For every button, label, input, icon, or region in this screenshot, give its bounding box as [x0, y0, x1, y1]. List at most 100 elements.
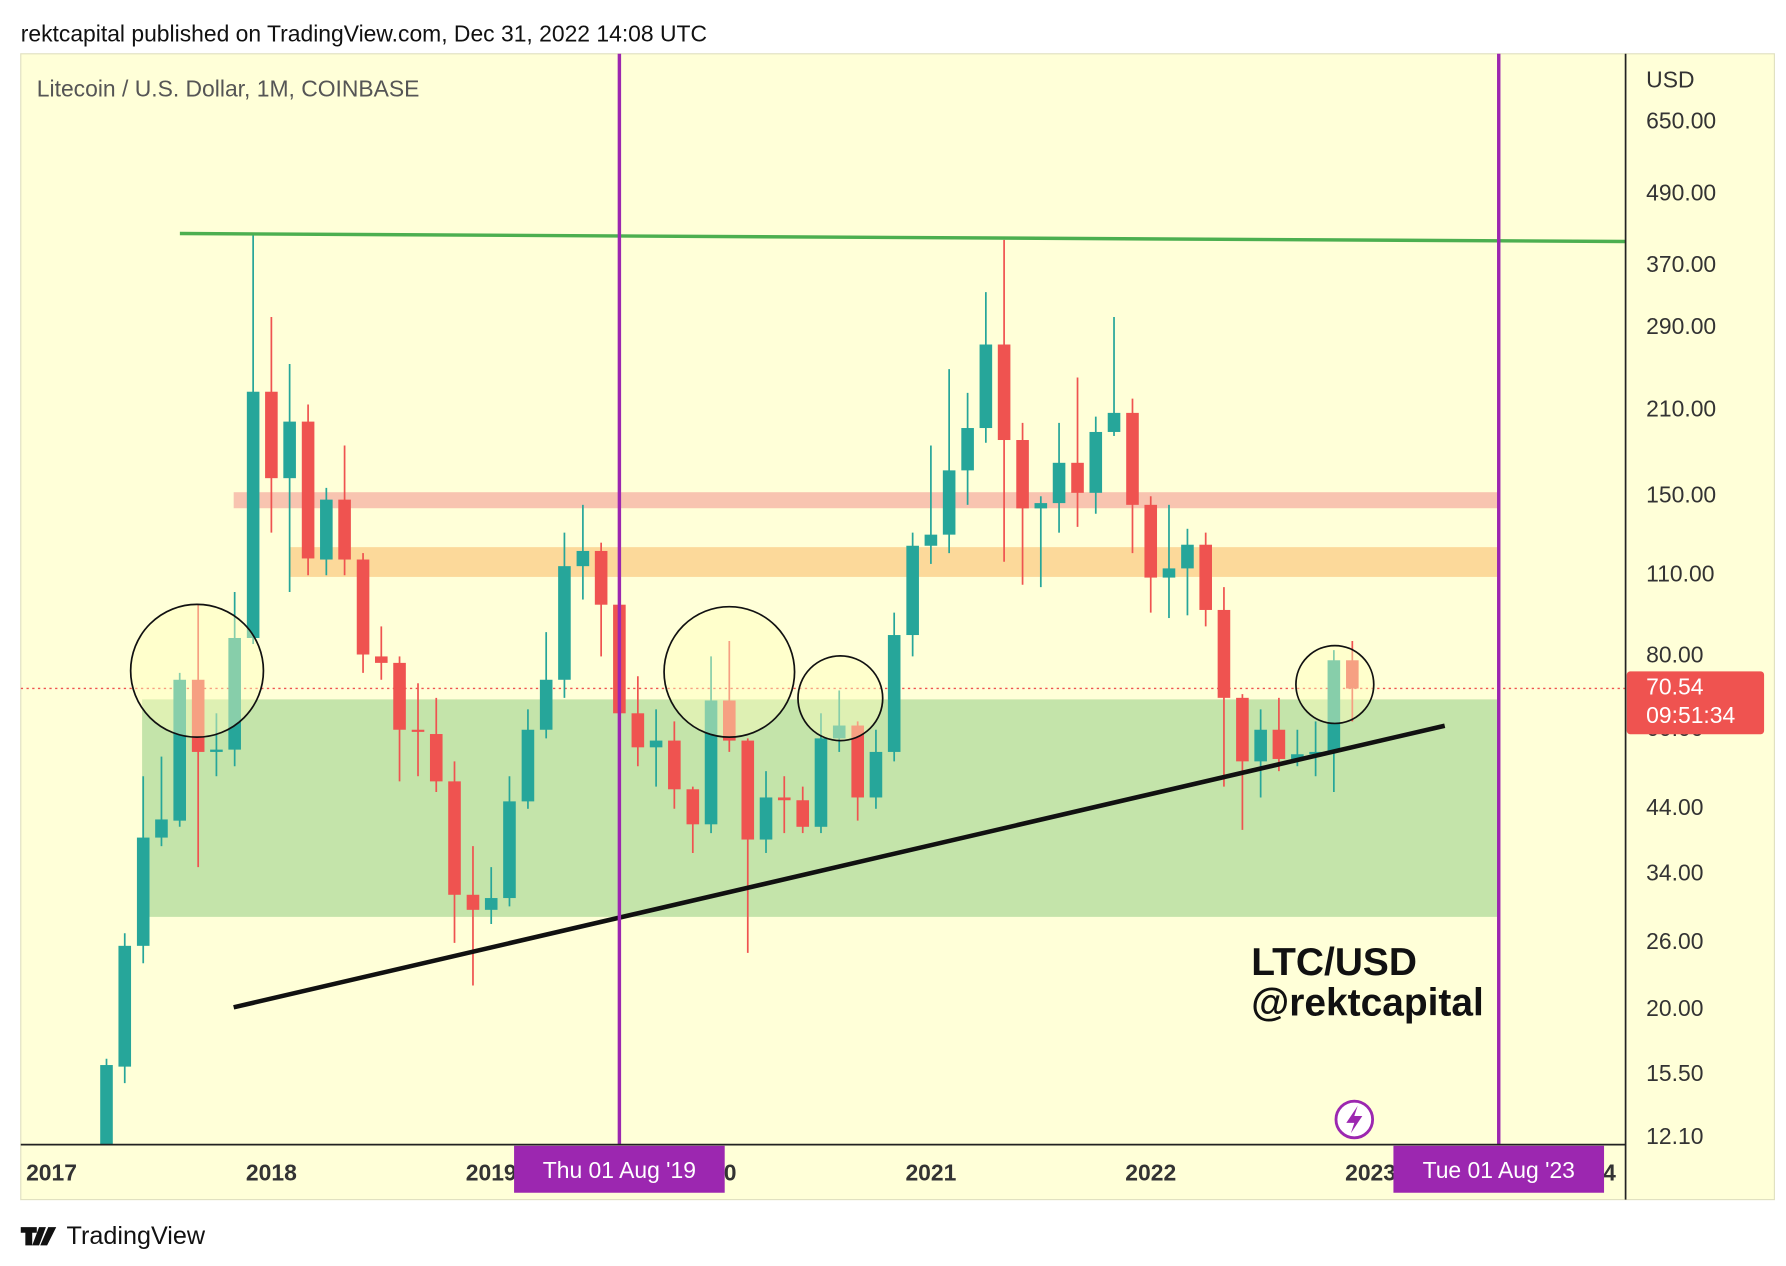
candle-body [704, 700, 718, 825]
candle-body [301, 421, 315, 559]
candle-body [118, 945, 132, 1067]
candle-body [1236, 697, 1249, 762]
date-marker-label: Tue 01 Aug '23 [1423, 1157, 1575, 1183]
candle-body [1016, 440, 1029, 509]
y-tick-label: 210.00 [1646, 395, 1716, 421]
candle-body [649, 740, 663, 748]
candle-body [283, 421, 296, 479]
footer: TradingView [20, 1222, 206, 1250]
candle-body [1217, 609, 1231, 698]
x-tick-label: 2019 [466, 1159, 517, 1185]
lightning-icon [1334, 1099, 1375, 1140]
candle-body [539, 679, 553, 730]
resistance-zone [233, 492, 1500, 509]
chart-title: Litecoin / U.S. Dollar, 1M, COINBASE [37, 75, 420, 101]
candle-body [320, 499, 333, 560]
candle-body [631, 713, 645, 748]
y-tick-label: 290.00 [1646, 313, 1716, 339]
y-tick-label: 370.00 [1646, 251, 1716, 277]
y-tick-label: 20.00 [1646, 995, 1703, 1021]
y-tick-label: 26.00 [1646, 928, 1703, 954]
y-tick-label: 110.00 [1646, 560, 1714, 586]
y-tick-label: 650.00 [1646, 108, 1716, 134]
candle-body [429, 734, 443, 782]
candle-body [832, 725, 846, 739]
countdown-label: 09:51:34 [1646, 702, 1735, 728]
candle-body [851, 725, 864, 798]
candle-body [100, 1065, 113, 1145]
x-tick-label: 2022 [1125, 1159, 1176, 1185]
candle-body [393, 662, 406, 730]
date-marker-label: Thu 01 Aug '19 [543, 1157, 696, 1183]
x-tick-label: 2018 [246, 1159, 297, 1185]
highlight-circle [797, 655, 884, 742]
x-tick-label: 2021 [905, 1159, 956, 1185]
y-tick-label: 15.50 [1646, 1060, 1703, 1086]
candle-body [484, 898, 498, 910]
circles [129, 603, 1375, 742]
x-tick-label: 2023 [1345, 1159, 1396, 1185]
candle-body [338, 499, 351, 560]
candle-body [1126, 412, 1139, 505]
candle-body [1199, 544, 1212, 610]
candle-body [594, 550, 608, 605]
candle-body [411, 729, 425, 732]
candle-body [1107, 412, 1121, 432]
candle-body [246, 391, 260, 638]
candle-body [1291, 754, 1304, 759]
annotation: @rektcapital [1251, 981, 1484, 1024]
y-axis-label: USD [1646, 66, 1694, 92]
candle-body [448, 781, 461, 895]
price-label: 70.54 [1646, 674, 1704, 700]
annotation: LTC/USD [1251, 941, 1417, 984]
candle-body [796, 800, 810, 827]
candle-body [1052, 462, 1066, 504]
candle-body [155, 819, 168, 838]
candle-body [173, 679, 187, 821]
highlight-circle [1295, 644, 1375, 725]
candle-body [1272, 729, 1286, 759]
candle-body [906, 545, 919, 636]
candle-body [191, 679, 205, 752]
candle-body [1254, 729, 1267, 762]
highlight-circle [129, 603, 265, 739]
y-tick-label: 150.00 [1646, 481, 1716, 507]
resistance-zone [289, 547, 1500, 577]
candle-body [723, 700, 736, 741]
candle-body [136, 837, 150, 946]
candle-body [741, 740, 755, 840]
date-marker-box [514, 1145, 725, 1193]
candle-body [1162, 568, 1176, 578]
y-tick-label: 80.00 [1646, 641, 1703, 667]
date-marker-lines [617, 53, 1501, 1145]
date-marker-box [1393, 1145, 1605, 1193]
candle-body [466, 894, 480, 910]
highlight-circle [663, 605, 796, 739]
candle-body [1144, 504, 1158, 578]
candle-body [1034, 503, 1048, 509]
resistance-trendline [179, 231, 1626, 244]
x-tick-label: 2017 [26, 1159, 77, 1185]
candle-body [375, 656, 388, 663]
header: rektcapital published on TradingView.com… [21, 21, 707, 47]
candle-body [1309, 751, 1322, 755]
y-tick-label: 44.00 [1646, 794, 1703, 820]
candle-body [777, 797, 791, 801]
candle-body [887, 635, 901, 752]
candle-body [576, 550, 590, 567]
candle-body [503, 801, 516, 899]
candle-body [997, 344, 1011, 441]
price-label-box [1626, 671, 1765, 735]
candle-body [961, 428, 974, 471]
candle-body [869, 751, 883, 798]
candle-body [1327, 660, 1341, 752]
chart-background [20, 53, 1775, 1201]
overlay-labels: Thu 01 Aug '19 Tue 01 Aug '23 70.5409:51:3… [514, 671, 1765, 1193]
candle-body [979, 344, 993, 429]
candle-body [265, 391, 278, 479]
candle-body [356, 559, 370, 655]
support-trendline [233, 723, 1446, 1010]
candle-body [558, 566, 571, 680]
y-tick-label: 34.00 [1646, 860, 1703, 886]
